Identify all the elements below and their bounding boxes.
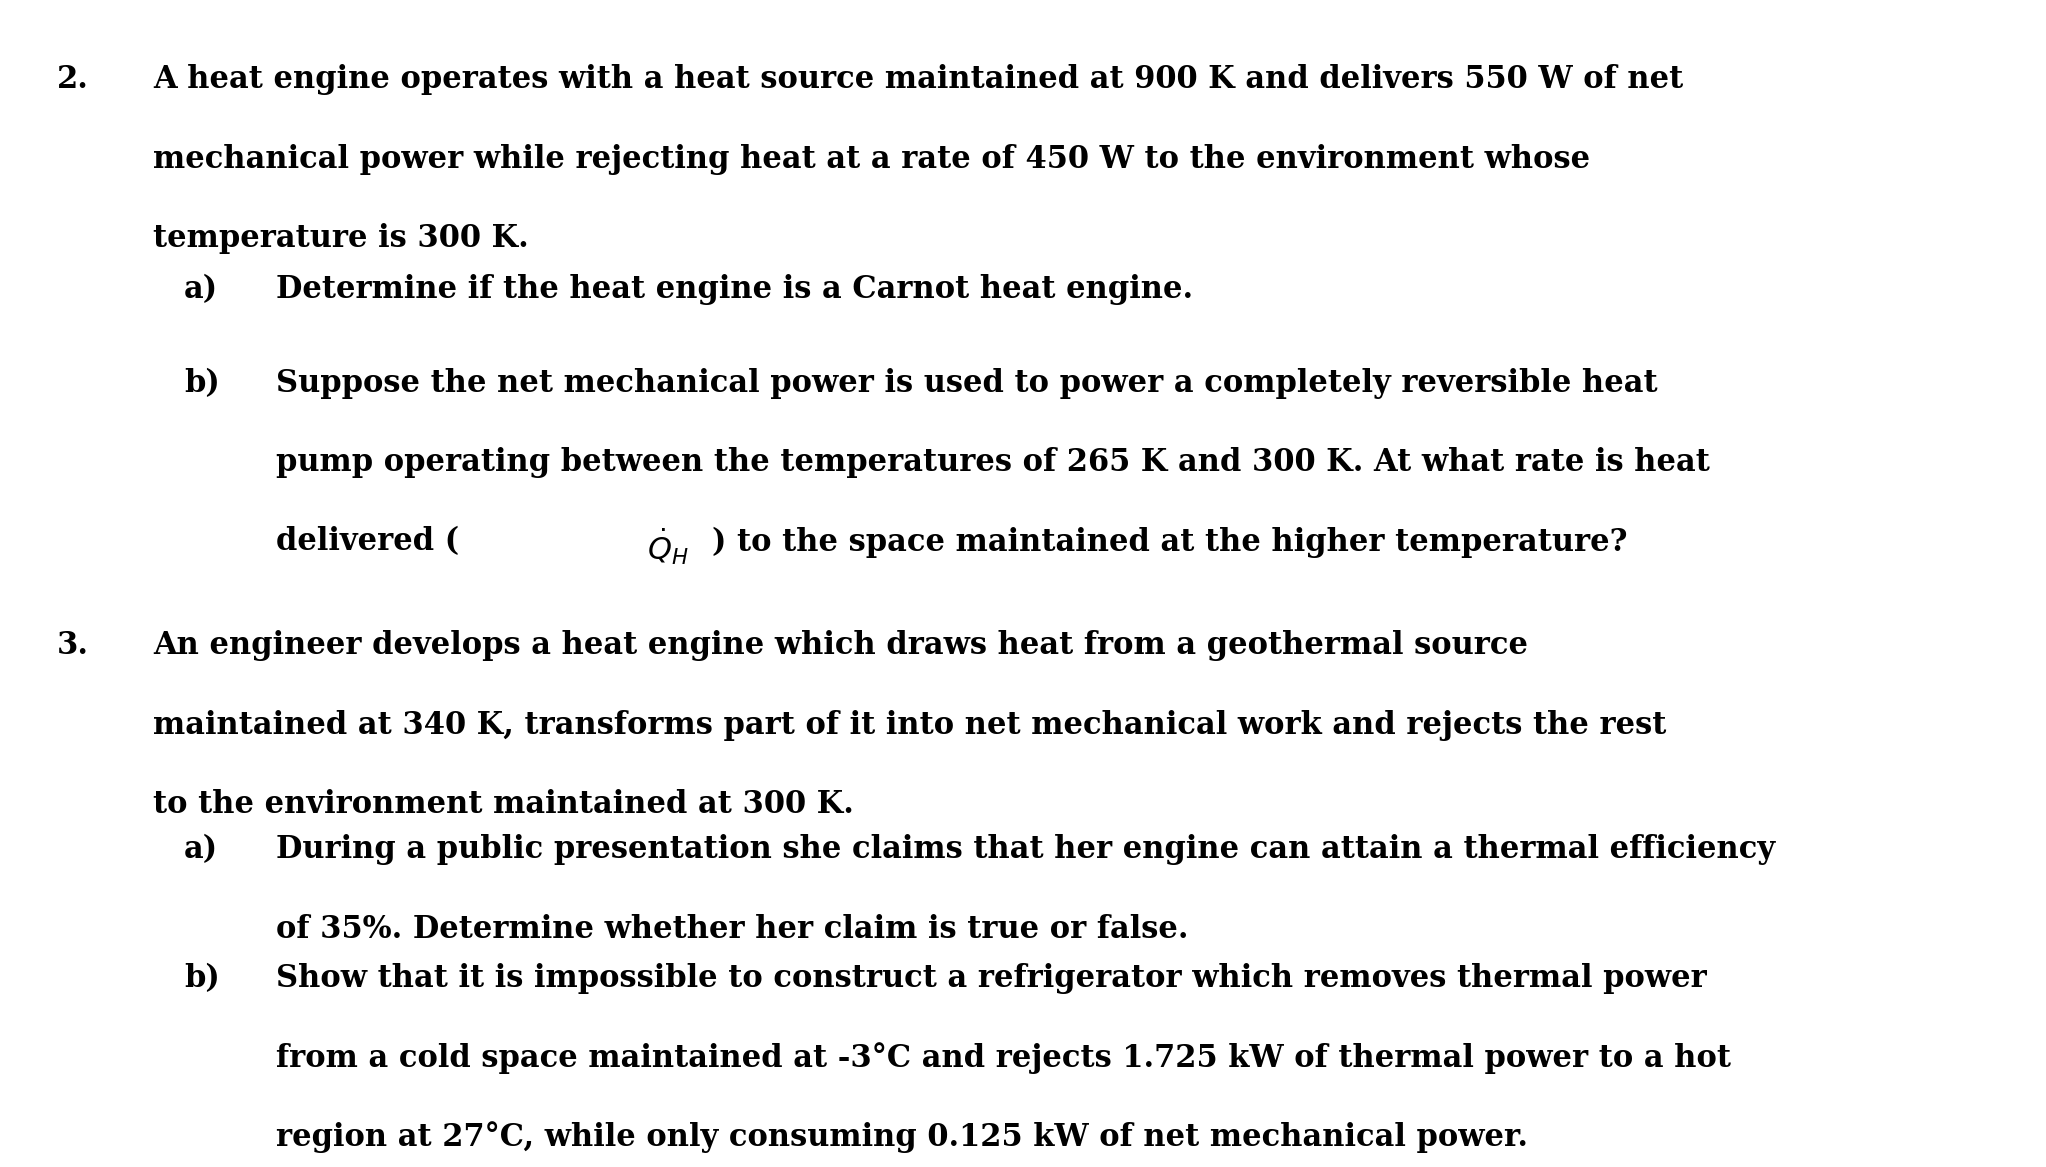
Text: a): a) (184, 274, 219, 306)
Text: region at 27°C, while only consuming 0.125 kW of net mechanical power.: region at 27°C, while only consuming 0.1… (276, 1121, 1528, 1153)
Text: During a public presentation she claims that her engine can attain a thermal eff: During a public presentation she claims … (276, 834, 1776, 866)
Text: delivered (: delivered ( (276, 526, 460, 558)
Text: maintained at 340 K, transforms part of it into net mechanical work and rejects : maintained at 340 K, transforms part of … (153, 710, 1667, 741)
Text: An engineer develops a heat engine which draws heat from a geothermal source: An engineer develops a heat engine which… (153, 630, 1528, 662)
Text: a): a) (184, 834, 219, 866)
Text: A heat engine operates with a heat source maintained at 900 K and delivers 550 W: A heat engine operates with a heat sourc… (153, 64, 1684, 96)
Text: 3.: 3. (57, 630, 90, 662)
Text: pump operating between the temperatures of 265 K and 300 K. At what rate is heat: pump operating between the temperatures … (276, 447, 1710, 478)
Text: temperature is 300 K.: temperature is 300 K. (153, 223, 530, 254)
Text: ) to the space maintained at the higher temperature?: ) to the space maintained at the higher … (712, 526, 1627, 558)
Text: of 35%. Determine whether her claim is true or false.: of 35%. Determine whether her claim is t… (276, 914, 1189, 945)
Text: Show that it is impossible to construct a refrigerator which removes thermal pow: Show that it is impossible to construct … (276, 963, 1706, 994)
Text: Suppose the net mechanical power is used to power a completely reversible heat: Suppose the net mechanical power is used… (276, 368, 1657, 399)
Text: from a cold space maintained at -3°C and rejects 1.725 kW of thermal power to a : from a cold space maintained at -3°C and… (276, 1042, 1731, 1074)
Text: $\dot{Q}_{H}$: $\dot{Q}_{H}$ (647, 526, 687, 567)
Text: mechanical power while rejecting heat at a rate of 450 W to the environment whos: mechanical power while rejecting heat at… (153, 144, 1590, 175)
Text: b): b) (184, 368, 219, 399)
Text: to the environment maintained at 300 K.: to the environment maintained at 300 K. (153, 789, 855, 820)
Text: b): b) (184, 963, 219, 994)
Text: Determine if the heat engine is a Carnot heat engine.: Determine if the heat engine is a Carnot… (276, 274, 1193, 306)
Text: 2.: 2. (57, 64, 90, 96)
